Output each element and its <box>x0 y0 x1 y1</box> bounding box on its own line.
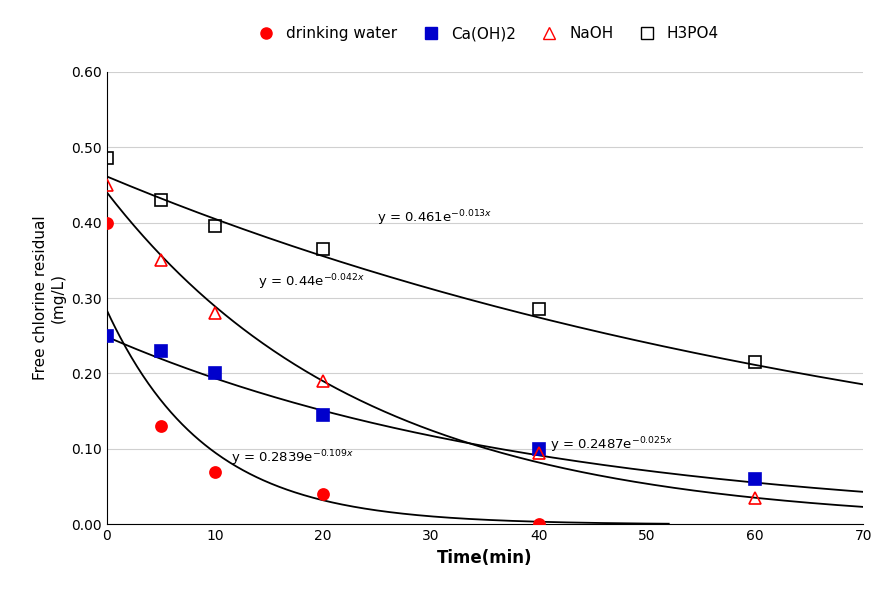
Y-axis label: Free chlorine residual
(mg/L): Free chlorine residual (mg/L) <box>33 216 66 380</box>
Text: y = 0.44e$^{-0.042x}$: y = 0.44e$^{-0.042x}$ <box>258 273 365 293</box>
X-axis label: Time(min): Time(min) <box>437 549 533 567</box>
Text: y = 0.2839e$^{-0.109x}$: y = 0.2839e$^{-0.109x}$ <box>231 449 354 468</box>
Text: y = 0.2487e$^{-0.025x}$: y = 0.2487e$^{-0.025x}$ <box>550 435 673 455</box>
Text: y = 0.461e$^{-0.013x}$: y = 0.461e$^{-0.013x}$ <box>377 209 492 228</box>
Legend: drinking water, Ca(OH)2, NaOH, H3PO4: drinking water, Ca(OH)2, NaOH, H3PO4 <box>245 20 725 48</box>
